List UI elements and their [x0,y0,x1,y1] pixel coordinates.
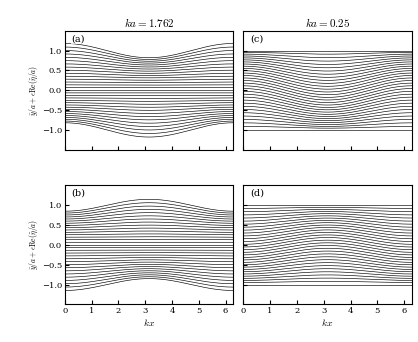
Y-axis label: $\bar{y}/a + \epsilon\mathrm{Re}(\tilde{\eta}/a)$: $\bar{y}/a + \epsilon\mathrm{Re}(\tilde{… [28,65,41,116]
Text: (d): (d) [250,189,264,198]
Text: (b): (b) [71,189,86,198]
Title: $ka = 0.25$: $ka = 0.25$ [305,16,350,29]
Text: (c): (c) [250,34,263,43]
Y-axis label: $\bar{y}/a + \epsilon\mathrm{Re}(\tilde{\eta}/a)$: $\bar{y}/a + \epsilon\mathrm{Re}(\tilde{… [28,219,41,271]
Text: (a): (a) [71,34,85,43]
X-axis label: $kx$: $kx$ [143,317,155,328]
Title: $ka = 1.762$: $ka = 1.762$ [124,16,174,29]
X-axis label: $kx$: $kx$ [321,317,334,328]
